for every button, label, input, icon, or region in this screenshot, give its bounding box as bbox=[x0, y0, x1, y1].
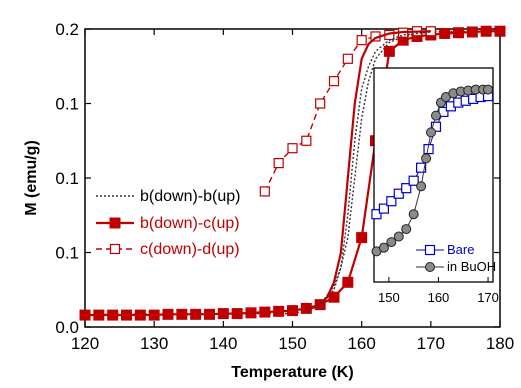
data-point bbox=[383, 45, 395, 57]
data-point bbox=[439, 27, 451, 39]
legend-swatch-marker bbox=[109, 217, 121, 229]
inset-data-point bbox=[416, 162, 427, 173]
data-point bbox=[356, 232, 368, 244]
inset-legend-label: in BuOH bbox=[447, 259, 496, 274]
y-tick-label: 0.1 bbox=[55, 169, 79, 188]
inset-data-point bbox=[430, 110, 441, 121]
inset-data-point bbox=[371, 209, 382, 220]
inset-data-point bbox=[393, 188, 404, 199]
x-tick-label: 120 bbox=[71, 334, 99, 353]
data-point bbox=[466, 26, 478, 38]
data-point bbox=[480, 25, 492, 37]
x-tick-label: 180 bbox=[486, 334, 514, 353]
inset-data-point bbox=[386, 196, 397, 207]
data-point bbox=[93, 309, 105, 321]
inset-x-tick-label: 160 bbox=[428, 290, 450, 305]
inset-legend-swatch-marker bbox=[425, 262, 435, 272]
data-point bbox=[301, 135, 312, 146]
inset-data-point bbox=[421, 153, 432, 164]
y-tick-label: 0.2 bbox=[55, 20, 79, 39]
data-point bbox=[342, 276, 354, 288]
legend-label: b(down)-c(up) bbox=[140, 215, 240, 232]
data-point bbox=[287, 305, 298, 317]
x-axis-label: Temperature (K) bbox=[231, 364, 353, 381]
data-point bbox=[342, 53, 353, 64]
inset-x-tick-label: 170 bbox=[477, 290, 499, 305]
inset-legend-swatch-marker bbox=[424, 244, 436, 256]
data-point bbox=[134, 309, 146, 321]
data-point bbox=[204, 308, 215, 320]
data-point bbox=[148, 309, 160, 321]
data-point bbox=[217, 308, 229, 320]
inset-data-point bbox=[401, 224, 412, 235]
inset-data-point bbox=[483, 84, 494, 95]
series-line bbox=[306, 31, 431, 312]
x-tick-label: 140 bbox=[209, 334, 237, 353]
legend-label: c(down)-d(up) bbox=[140, 241, 240, 258]
data-point bbox=[245, 307, 257, 319]
data-point bbox=[162, 308, 174, 320]
x-tick-label: 130 bbox=[140, 334, 168, 353]
data-point bbox=[328, 291, 340, 303]
data-point bbox=[176, 308, 188, 320]
data-point bbox=[259, 186, 270, 197]
data-point bbox=[287, 143, 298, 154]
inset-data-point bbox=[430, 121, 442, 132]
inset-data-point bbox=[408, 209, 419, 220]
inset-data-point bbox=[378, 203, 390, 214]
inset-data-point bbox=[386, 237, 397, 248]
x-tick-label: 150 bbox=[278, 334, 306, 353]
y-axis-label: M (emu/g) bbox=[23, 140, 40, 216]
data-point bbox=[315, 98, 326, 109]
data-point bbox=[356, 35, 367, 46]
y-tick-label: 0.0 bbox=[55, 318, 79, 337]
inset-x-tick-label: 150 bbox=[378, 290, 400, 305]
data-point bbox=[79, 309, 91, 321]
inset-data-point bbox=[401, 183, 412, 194]
x-tick-label: 160 bbox=[347, 334, 375, 353]
data-point bbox=[107, 309, 119, 321]
data-point bbox=[273, 305, 285, 317]
data-point bbox=[121, 309, 132, 321]
data-point bbox=[453, 27, 464, 39]
data-point bbox=[259, 306, 271, 318]
legend-label: b(down)-b(up) bbox=[140, 188, 240, 205]
inset-data-point bbox=[408, 175, 419, 186]
inset-legend-label: Bare bbox=[447, 242, 474, 257]
data-point bbox=[494, 25, 506, 37]
y-tick-label: 0.1 bbox=[55, 95, 79, 114]
data-point bbox=[190, 308, 202, 320]
inset-data-point bbox=[378, 242, 389, 253]
data-point bbox=[231, 308, 243, 320]
inset-data-point bbox=[416, 181, 427, 192]
data-point bbox=[328, 76, 340, 87]
data-point bbox=[273, 158, 284, 169]
inset-data-point bbox=[393, 231, 404, 242]
y-tick-label: 0.1 bbox=[55, 244, 79, 263]
inset-data-point bbox=[426, 127, 437, 138]
x-tick-label: 170 bbox=[417, 334, 445, 353]
legend-swatch-marker bbox=[109, 243, 121, 255]
